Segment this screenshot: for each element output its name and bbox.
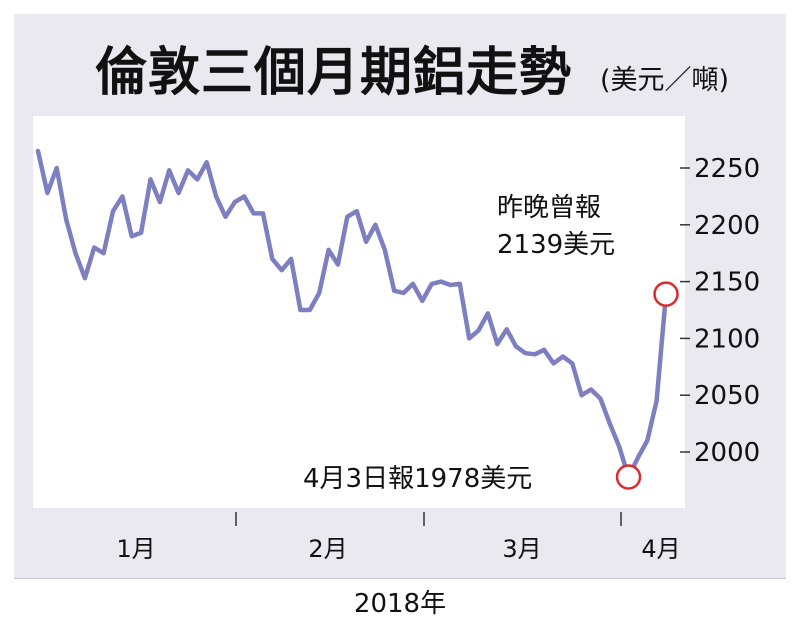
price-series-line bbox=[35, 148, 669, 480]
x-tick-label: 4月 bbox=[641, 535, 680, 563]
footer-bar: 2018年 bbox=[14, 578, 786, 619]
x-tick-label: 3月 bbox=[502, 535, 541, 563]
low-price-marker bbox=[615, 464, 642, 490]
y-tick-label: 2050 bbox=[694, 381, 760, 411]
y-axis: 2000 2050 2100 2150 2200 2250 bbox=[680, 154, 760, 468]
unit-label: (美元／噸) bbox=[600, 65, 730, 96]
y-tick-label: 2000 bbox=[694, 438, 760, 468]
last-price-marker bbox=[653, 281, 679, 307]
line-layer bbox=[35, 148, 669, 480]
last-price-annotation-line1: 昨晚曾報 bbox=[497, 193, 601, 223]
y-tick-label: 2250 bbox=[694, 154, 760, 184]
x-tick-label: 2月 bbox=[308, 535, 347, 563]
x-tick-label: 1月 bbox=[116, 535, 155, 563]
y-tick-label: 2150 bbox=[694, 268, 760, 298]
y-tick-label: 2100 bbox=[694, 324, 760, 354]
low-price-annotation: 4月3日報1978美元 bbox=[303, 464, 532, 494]
x-axis: 1月 2月 3月 4月 bbox=[116, 512, 681, 563]
y-tick-label: 2200 bbox=[694, 211, 760, 241]
year-label: 2018年 bbox=[353, 589, 447, 619]
plot-area bbox=[33, 116, 685, 508]
marker-layer bbox=[615, 281, 679, 490]
chart-title: 倫敦三個月期鋁走勢 bbox=[95, 42, 573, 103]
last-price-annotation-line2: 2139美元 bbox=[497, 230, 615, 260]
